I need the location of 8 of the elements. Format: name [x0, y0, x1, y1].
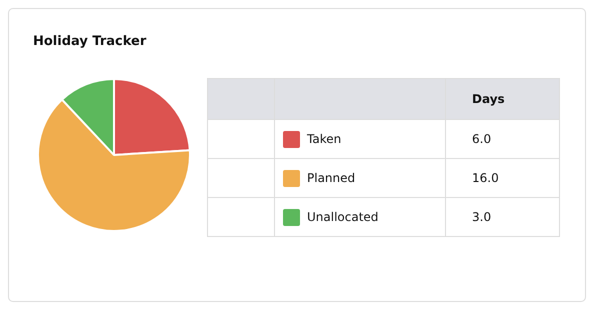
- legend-label: Planned: [307, 171, 356, 185]
- legend-label: Unallocated: [307, 210, 378, 224]
- data-label: 3.0: [446, 198, 560, 236]
- legend-title: Days: [446, 78, 560, 120]
- data-label: 16.0: [446, 158, 560, 198]
- legend-label: Taken: [307, 132, 342, 146]
- chart-title: Holiday Tracker: [33, 34, 146, 49]
- data-label: 6.0: [446, 120, 560, 158]
